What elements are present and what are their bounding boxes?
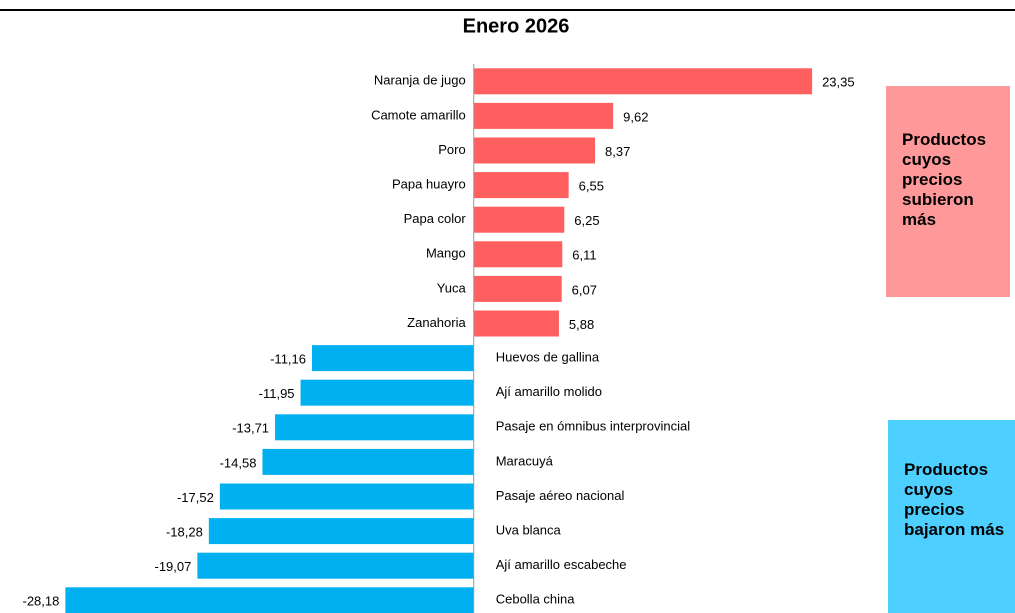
bar (473, 310, 559, 337)
value-label: -19,07 (155, 559, 192, 574)
value-label: -13,71 (232, 421, 269, 436)
category-label: Huevos de gallina (496, 350, 600, 365)
bar (473, 275, 562, 302)
annotation: Productos cuyos precios bajaron más (888, 420, 1015, 613)
bar (219, 483, 474, 510)
category-label: Pasaje en ómnibus interprovincial (496, 419, 690, 434)
category-label: Mango (426, 246, 466, 261)
value-label: -28,18 (22, 594, 59, 609)
bar (473, 137, 596, 164)
value-label: -14,58 (220, 455, 257, 470)
value-label: -11,16 (270, 352, 306, 367)
bar (300, 379, 474, 406)
category-label: Ají amarillo escabeche (496, 557, 627, 572)
category-label: Maracuyá (496, 453, 554, 468)
value-label: 5,88 (569, 317, 594, 332)
category-label: Ají amarillo molido (496, 384, 602, 399)
chart-title: Enero 2026 (463, 15, 570, 37)
bar (197, 552, 474, 579)
annotation: Productos cuyos precios subieron más (886, 86, 1010, 297)
category-label: Poro (438, 142, 465, 157)
bar (312, 345, 474, 372)
category-label: Pasaje aéreo nacional (496, 488, 625, 503)
category-label: Uva blanca (496, 523, 562, 538)
bar (473, 172, 569, 199)
value-label: 6,25 (574, 213, 599, 228)
bar (65, 587, 474, 613)
value-label: 9,62 (623, 109, 648, 124)
category-label: Yuca (437, 280, 467, 295)
category-label: Camote amarillo (371, 107, 466, 122)
bar (473, 241, 563, 268)
value-label: -11,95 (259, 386, 295, 401)
bar (275, 414, 474, 441)
value-label: 6,11 (572, 248, 596, 263)
category-label: Papa huayro (392, 177, 466, 192)
bar (473, 68, 813, 95)
value-label: 23,35 (822, 75, 855, 90)
bar (208, 518, 474, 545)
value-label: 6,55 (579, 179, 604, 194)
category-label: Zanahoria (407, 315, 466, 330)
value-label: -18,28 (166, 525, 203, 540)
value-label: 6,07 (572, 282, 597, 297)
value-label: -17,52 (177, 490, 214, 505)
category-label: Cebolla china (496, 592, 576, 607)
bar (262, 448, 474, 475)
bar (473, 206, 565, 233)
value-label: 8,37 (605, 144, 630, 159)
bar (473, 102, 614, 129)
category-label: Naranja de jugo (374, 73, 466, 88)
category-label: Papa color (404, 211, 467, 226)
